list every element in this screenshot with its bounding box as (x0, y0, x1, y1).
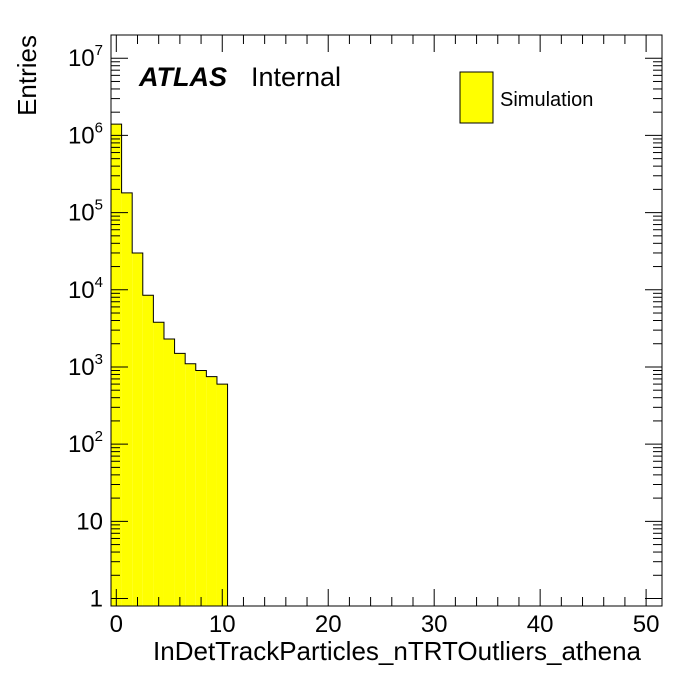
histogram-bar (206, 376, 217, 606)
histogram-bar (121, 192, 133, 606)
histogram-bar (216, 384, 228, 606)
x-tick-label: 10 (209, 611, 236, 638)
x-tick-label: 30 (421, 611, 448, 638)
legend-swatch-simulation (459, 71, 494, 124)
x-tick-label: 40 (527, 611, 554, 638)
histogram-bar (174, 353, 186, 606)
atlas-label: ATLAS (138, 62, 227, 92)
x-axis-title: InDetTrackParticles_nTRTOutliers_athena (153, 636, 641, 666)
y-tick-label: 10 (76, 508, 103, 535)
y-tick-label: 103 (68, 351, 103, 381)
histogram-bar (132, 252, 143, 606)
histogram-bar (142, 295, 154, 606)
x-tick-label: 20 (315, 611, 342, 638)
histogram-bar (163, 339, 175, 606)
x-tick-labels: 0 10 20 30 40 50 (110, 611, 660, 638)
internal-label: Internal (251, 62, 341, 92)
y-tick-label: 1 (90, 586, 103, 613)
histogram-bar (111, 124, 122, 606)
histogram-bar (195, 370, 207, 606)
x-tick-label: 50 (633, 611, 660, 638)
y-tick-labels: 1 10 102 103 104 105 106 107 (68, 42, 103, 612)
y-tick-label: 102 (68, 428, 103, 458)
histogram-outline (110, 123, 229, 606)
axis-ticks (111, 34, 662, 606)
histogram-bars (110, 123, 229, 606)
x-tick-label: 0 (110, 611, 123, 638)
y-axis-title: Entries (12, 35, 42, 116)
y-tick-label: 104 (68, 274, 103, 304)
legend: Simulation (459, 71, 593, 124)
y-tick-label: 107 (68, 42, 103, 72)
y-tick-label: 106 (68, 119, 103, 149)
y-tick-label: 105 (68, 197, 103, 227)
legend-label-simulation: Simulation (500, 89, 593, 111)
histogram-bar (185, 363, 196, 606)
histogram-bar (153, 322, 164, 606)
